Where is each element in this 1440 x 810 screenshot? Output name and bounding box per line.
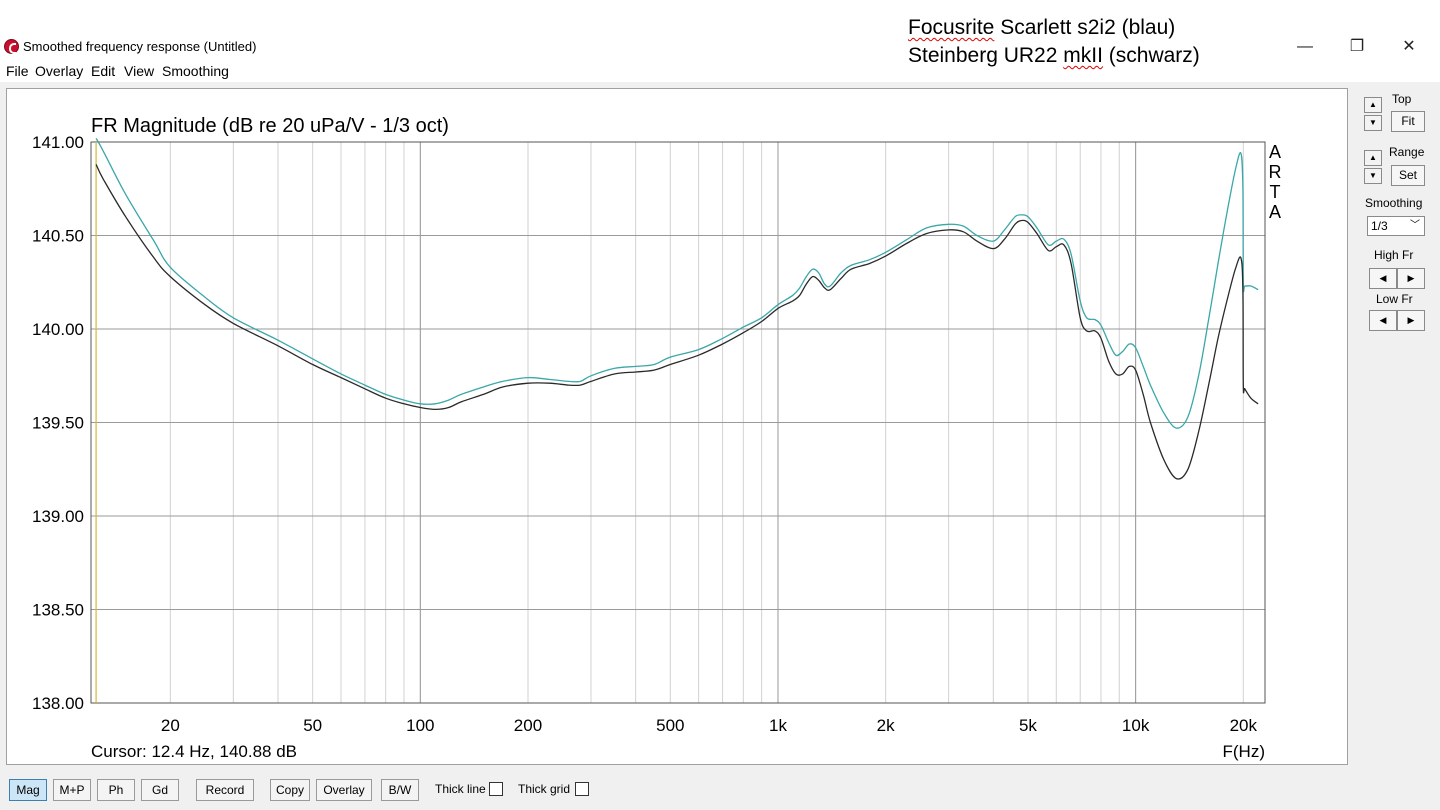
thick-grid-label: Thick grid — [518, 782, 571, 796]
x-tick-label-0: 20 — [161, 716, 180, 735]
x-tick-label-6: 2k — [877, 716, 895, 735]
chart-title: FR Magnitude (dB re 20 uPa/V - 1/3 oct) — [91, 115, 449, 137]
y-tick-label-5: 138.50 — [32, 601, 84, 620]
annotation-line-1: Focusrite Scarlett s2i2 (blau) — [908, 14, 1200, 42]
x-tick-label-5: 1k — [769, 716, 787, 735]
y-tick-label-6: 138.00 — [32, 694, 84, 713]
y-tick-label-0: 141.00 — [32, 133, 84, 152]
low-fr-label: Low Fr — [1376, 292, 1413, 306]
x-tick-label-1: 50 — [303, 716, 322, 735]
watermark-letter-2: T — [1270, 182, 1281, 202]
overlay-annotation: Focusrite Scarlett s2i2 (blau) Steinberg… — [908, 14, 1200, 70]
side-panel — [1352, 88, 1440, 765]
watermark-letter-0: A — [1269, 142, 1281, 162]
series-lines — [95, 137, 1259, 480]
grid-major — [91, 141, 1265, 704]
low-fr-right-arrow-icon[interactable]: ▶ — [1397, 310, 1425, 331]
range-down-arrow-icon[interactable]: ▼ — [1364, 168, 1382, 184]
window-title: Smoothed frequency response (Untitled) — [23, 39, 257, 54]
y-tick-label-2: 140.00 — [32, 320, 84, 339]
x-tick-label-2: 100 — [406, 716, 434, 735]
menu-smoothing[interactable]: Smoothing — [162, 63, 229, 79]
m-plus-p-button[interactable]: M+P — [53, 779, 91, 801]
y-tick-label-1: 140.50 — [32, 227, 84, 246]
plot-frame — [90, 141, 1266, 704]
x-tick-label-9: 20k — [1230, 716, 1258, 735]
low-fr-left-arrow-icon[interactable]: ◀ — [1369, 310, 1397, 331]
copy-button[interactable]: Copy — [270, 779, 310, 801]
smoothing-select[interactable]: 1/3 ﹀ — [1367, 216, 1425, 236]
x-axis-ticks: 20 50 100 200 500 1k 2k 5k 10k 20k — [161, 716, 1258, 735]
top-label: Top — [1392, 92, 1412, 106]
fit-button[interactable]: Fit — [1391, 111, 1425, 132]
menu-file[interactable]: File — [6, 63, 29, 79]
range-label: Range — [1389, 145, 1425, 159]
annotation-line-2-start: Steinberg UR22 — [908, 44, 1064, 67]
high-fr-right-arrow-icon[interactable]: ▶ — [1397, 268, 1425, 289]
x-tick-label-4: 500 — [656, 716, 684, 735]
thick-line-checkbox[interactable] — [489, 782, 503, 796]
watermark-letter-1: R — [1269, 162, 1282, 182]
menu-bar: File Overlay Edit View Smoothing — [0, 62, 1440, 82]
menu-overlay[interactable]: Overlay — [35, 63, 84, 79]
title-bar — [0, 0, 1440, 62]
bw-button[interactable]: B/W — [381, 779, 419, 801]
y-tick-label-4: 139.00 — [32, 507, 84, 526]
annotation-line-2-rest: (schwarz) — [1102, 44, 1200, 67]
smoothing-value: 1/3 — [1371, 219, 1388, 233]
plot-panel — [6, 88, 1348, 765]
x-tick-label-7: 5k — [1019, 716, 1037, 735]
annotation-line-1-rest: Scarlett s2i2 (blau) — [994, 16, 1176, 39]
y-tick-label-3: 139.50 — [32, 414, 84, 433]
thick-grid-checkbox[interactable] — [575, 782, 589, 796]
menu-edit[interactable]: Edit — [91, 63, 116, 79]
close-icon[interactable]: ✕ — [1402, 38, 1416, 55]
overlay-button[interactable]: Overlay — [316, 779, 372, 801]
series-line-1 — [95, 164, 1259, 480]
top-up-arrow-icon[interactable]: ▲ — [1364, 97, 1382, 113]
arta-app-icon — [4, 39, 19, 54]
maximize-icon[interactable]: ❐ — [1349, 38, 1365, 55]
smoothing-label: Smoothing — [1365, 196, 1423, 210]
annotation-word-mkii: mkII — [1063, 44, 1103, 67]
x-tick-label-8: 10k — [1122, 716, 1150, 735]
minimize-icon[interactable]: — — [1297, 38, 1313, 55]
chevron-down-icon: ﹀ — [1410, 220, 1420, 231]
set-button[interactable]: Set — [1391, 165, 1425, 186]
y-axis-ticks: 141.00 140.50 140.00 139.50 139.00 138.50 138.… — [32, 133, 84, 713]
series-line-0 — [95, 137, 1259, 429]
high-fr-label: High Fr — [1374, 248, 1414, 262]
watermark-letter-3: A — [1269, 202, 1281, 222]
record-button[interactable]: Record — [196, 779, 254, 801]
ph-button[interactable]: Ph — [97, 779, 135, 801]
gd-button[interactable]: Gd — [141, 779, 179, 801]
annotation-word-focusrite: Focusrite — [908, 16, 995, 39]
high-fr-left-arrow-icon[interactable]: ◀ — [1369, 268, 1397, 289]
mag-button[interactable]: Mag — [9, 779, 47, 801]
x-tick-label-3: 200 — [514, 716, 542, 735]
cursor-readout: Cursor: 12.4 Hz, 140.88 dB — [91, 742, 297, 761]
x-axis-label: F(Hz) — [1223, 742, 1265, 761]
thick-line-label: Thick line — [435, 782, 486, 796]
top-down-arrow-icon[interactable]: ▼ — [1364, 115, 1382, 131]
menu-view[interactable]: View — [124, 63, 155, 79]
range-up-arrow-icon[interactable]: ▲ — [1364, 150, 1382, 166]
annotation-line-2: Steinberg UR22 mkII (schwarz) — [908, 42, 1200, 70]
